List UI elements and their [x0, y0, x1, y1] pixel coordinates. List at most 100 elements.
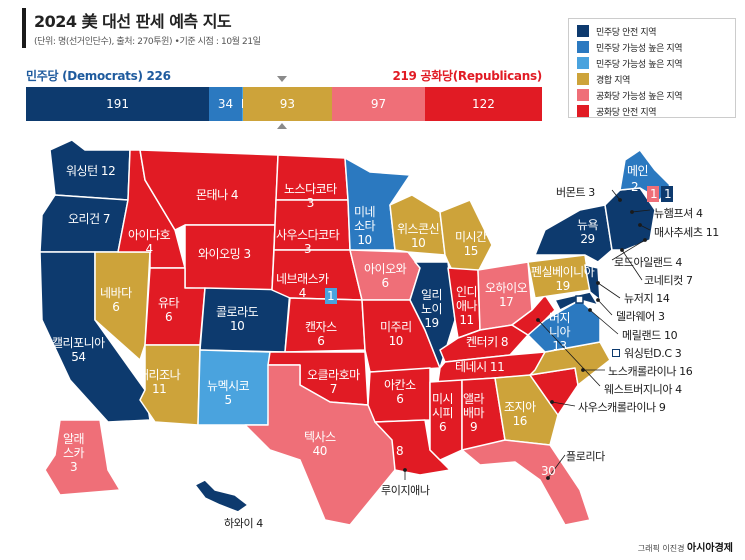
legend-swatch: [577, 73, 589, 85]
leader-dot-la: [403, 468, 407, 472]
label-utah: 유타 6: [158, 296, 180, 324]
legend-swatch: [577, 25, 589, 37]
republicans-total: 219 공화당(Republicans): [392, 69, 542, 83]
callout-maryland: 메릴랜드 10: [622, 329, 678, 342]
legend-item-rep-safe: 공화당 안전 지역: [577, 103, 735, 119]
electoral-tally-bar: 1913419397122: [26, 87, 542, 121]
legend-label: 공화당 가능성 높은 지역: [596, 91, 683, 102]
label-colorado: 콜로라도 10: [216, 305, 259, 333]
callout-south-carolina: 사우스캐롤라이나 9: [578, 401, 666, 414]
label-maine-district-1: 1: [650, 187, 658, 201]
callout-rhode-island: 로드아일랜드 4: [614, 256, 683, 269]
label-kansas: 캔자스 6: [305, 320, 337, 348]
label-oklahoma: 오클라호마 7: [307, 368, 360, 396]
label-maine-num: 2: [631, 180, 639, 194]
label-nebraska-district: 1: [327, 289, 335, 303]
majority-marker-top: [277, 76, 287, 82]
label-new-mexico: 뉴멕시코 5: [207, 379, 250, 407]
legend-item-toss: 경합 지역: [577, 71, 735, 87]
legend-item-dem-likely: 민주당 가능성 높은 지역: [577, 39, 735, 55]
tally-segment: 34: [209, 87, 242, 121]
label-pennsylvania: 펜실베이니아 19: [531, 265, 595, 293]
page-title: 2024 美 대선 판세 예측 지도: [34, 12, 232, 31]
label-indiana: 인디 애나 11: [456, 285, 478, 327]
callout-dc: 워싱턴D.C 3: [624, 347, 682, 360]
label-idaho: 아이다호 4: [128, 228, 171, 256]
leader-dot-sc: [550, 400, 554, 404]
page-subtitle: (단위: 명(선거인단수), 출처: 270투윈) •기준 시점 : 10월 2…: [34, 37, 261, 47]
label-wisconsin: 위스콘신 10: [397, 222, 440, 250]
label-texas: 텍사스 40: [304, 430, 336, 458]
label-louisiana-num: 8: [396, 444, 404, 458]
callout-new-jersey: 뉴저지 14: [624, 292, 670, 305]
label-florida-num: 30: [541, 464, 556, 478]
label-missouri: 미주리 10: [380, 320, 412, 348]
tally-segment: 191: [26, 87, 210, 121]
leader-vt: [611, 189, 621, 201]
leader-dot-de: [596, 298, 600, 302]
label-oregon: 오리건 7: [68, 212, 111, 226]
state-mississippi: [429, 379, 463, 461]
legend-swatch: [577, 57, 589, 69]
state-alaska: [44, 419, 121, 496]
legend-swatch: [577, 89, 589, 101]
legend-item-dem-safe: 민주당 안전 지역: [577, 23, 735, 39]
leader-dot-md: [588, 308, 592, 312]
label-virginia: 버지 니아 13: [549, 311, 571, 353]
dc-marker: [575, 295, 584, 304]
credit-brand: 아시아경제: [687, 543, 733, 554]
label-maine-district-2: 1: [664, 187, 672, 201]
legend-swatch: [577, 105, 589, 117]
label-iowa: 아이오와 6: [364, 262, 407, 290]
leader-dot-ma: [638, 223, 642, 227]
callout-florida: 플로리다: [566, 450, 605, 463]
label-mississippi: 미시 시피 6: [432, 392, 454, 434]
leader-de: [597, 299, 613, 316]
tally-segment: 97: [331, 87, 425, 121]
state-west-virginia: [511, 294, 556, 336]
state-texas: [244, 364, 396, 526]
state-arizona: [139, 344, 201, 426]
leader-ri: [611, 239, 646, 261]
state-louisiana: [374, 419, 451, 476]
label-south-dakota: 사우스다코타 3: [276, 228, 340, 256]
label-california: 캘리포니아 54: [52, 336, 105, 364]
leader-dot-fl: [546, 476, 550, 480]
label-new-york: 뉴욕 29: [577, 218, 599, 246]
leader-ct: [621, 249, 643, 281]
tally-segment: 122: [424, 87, 542, 121]
callout-hawaii: 하와이 4: [224, 517, 263, 530]
majority-marker-bottom: [277, 123, 287, 129]
maine-district-1-box: [647, 186, 659, 202]
label-ohio: 오하이오 17: [485, 281, 528, 309]
label-alabama: 앨라 배마 9: [463, 392, 485, 434]
leader-md: [589, 309, 619, 335]
credit-prefix: 그래픽 이진경: [637, 544, 685, 553]
leader-dot-ri: [643, 238, 647, 242]
label-arizona: 애리조나 11: [138, 368, 181, 396]
leader-dot-nj: [596, 281, 600, 285]
callout-delaware: 델라웨어 3: [616, 310, 665, 323]
tally-segment: 1: [241, 87, 243, 121]
leader-nj: [597, 282, 621, 299]
leader-fl: [547, 454, 566, 479]
label-alaska: 알래 스카 3: [63, 432, 85, 474]
tally-segment: 93: [242, 87, 332, 121]
callout-north-carolina: 노스캐롤라이나 16: [608, 365, 693, 378]
label-illinois: 일리 노이 19: [421, 288, 443, 330]
label-arkansas: 아칸소 6: [384, 378, 416, 406]
nebraska-district-box: [325, 288, 337, 304]
callout-vermont: 버몬트 3: [556, 186, 595, 199]
label-washington: 워싱턴 12: [66, 164, 116, 178]
callout-massachusetts: 매사추세츠 11: [654, 226, 719, 239]
leader-dot-wv: [536, 318, 540, 322]
callout-new-hampshire: 뉴햄프셔 4: [654, 207, 703, 220]
democrats-total: 민주당 (Democrats) 226: [26, 69, 171, 83]
label-tennessee: 테네시 11: [455, 360, 505, 374]
leader-dot-ct: [620, 248, 624, 252]
leader-wv: [537, 319, 601, 387]
title-accent-bar: [22, 8, 26, 48]
legend-label: 민주당 가능성 높은 지역: [596, 43, 683, 54]
callout-connecticut: 코네티컷 7: [644, 274, 693, 287]
